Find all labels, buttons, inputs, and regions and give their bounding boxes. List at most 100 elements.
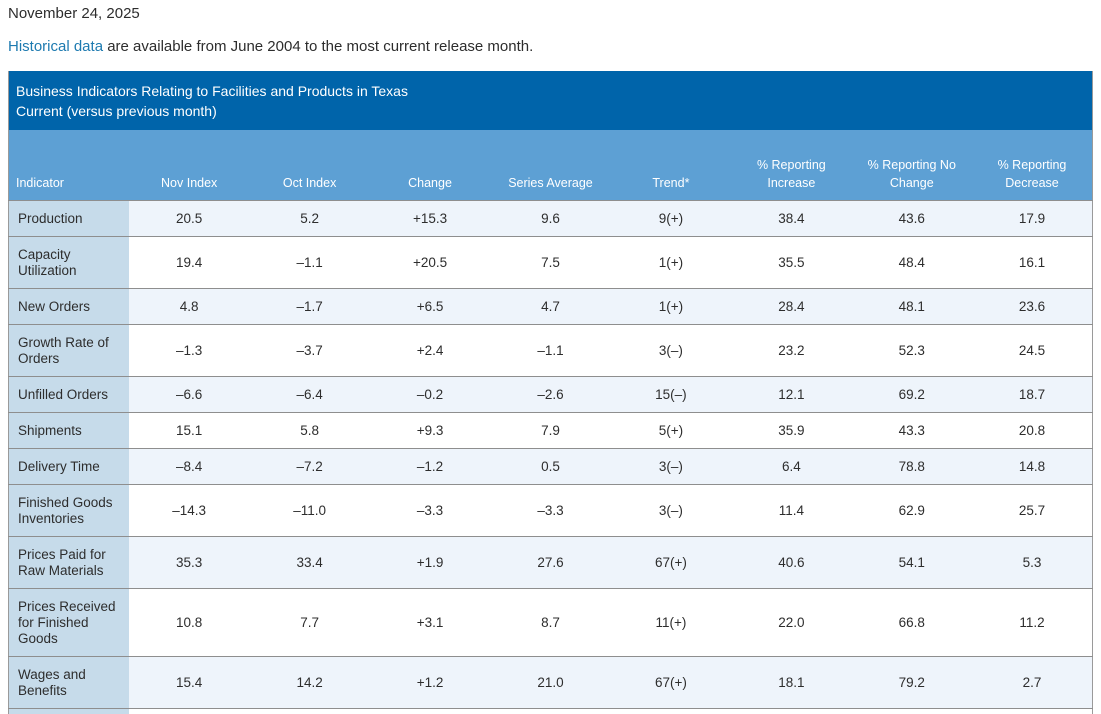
column-header-oct-index: Oct Index [249, 130, 370, 200]
value-cell: 21.0 [490, 655, 611, 708]
column-header-change: Change [369, 130, 491, 200]
column-header-nov-index: Nov Index [128, 130, 250, 200]
table-head: Business Indicators Relating to Faciliti… [8, 71, 1093, 200]
value-cell: 5.3 [972, 535, 1093, 588]
table-row: Prices Received for Finished Goods 10.8 7.… [8, 587, 1093, 656]
value-cell: 40.6 [731, 535, 852, 588]
indicator-cell: Delivery Time [8, 447, 129, 484]
value-cell: 2(+) [610, 707, 732, 714]
value-cell: –1.7 [249, 287, 370, 324]
table-title-cell: Business Indicators Relating to Faciliti… [8, 71, 1093, 130]
value-cell: 12.1 [731, 375, 852, 412]
value-cell: 15.4 [128, 655, 250, 708]
column-header-row: Indicator Nov Index Oct Index Change Series … [8, 130, 1093, 200]
value-cell: 35.5 [731, 235, 852, 288]
value-cell: 7.9 [490, 411, 611, 448]
table-row: Capacity Utilization 19.4 –1.1 +20.5 7.5 1(+)… [8, 235, 1093, 288]
table-row: Growth Rate of Orders –1.3 –3.7 +2.4 –1.1 3(–… [8, 323, 1093, 376]
table-row: Shipments 15.1 5.8 +9.3 7.9 5(+) 35.9 43.3 20.8 [8, 411, 1093, 448]
table-body: Production 20.5 5.2 +15.3 9.6 9(+) 38.4 43.6 17.… [8, 199, 1093, 714]
value-cell: 48.4 [851, 235, 972, 288]
value-cell: 27.6 [490, 535, 611, 588]
value-cell: 11(+) [610, 587, 732, 656]
table-row: Delivery Time –8.4 –7.2 –1.2 0.5 3(–) 6.4 78.8 1… [8, 447, 1093, 484]
value-cell: 4.8 [128, 287, 250, 324]
value-cell: –8.4 [128, 447, 250, 484]
column-header-reporting-increase: % Reporting Increase [731, 130, 852, 200]
value-cell: 18.7 [972, 375, 1093, 412]
value-cell: 3(–) [610, 323, 732, 376]
value-cell: 15(–) [610, 375, 732, 412]
value-cell: 17.9 [972, 199, 1093, 236]
value-cell: –3.7 [249, 323, 370, 376]
value-cell: –11.0 [249, 483, 370, 536]
value-cell: 79.2 [851, 655, 972, 708]
value-cell: 5.8 [249, 411, 370, 448]
indicator-cell: Prices Received for Finished Goods [8, 587, 129, 656]
release-date: November 24, 2025 [8, 5, 140, 22]
table-row: New Orders 4.8 –1.7 +6.5 4.7 1(+) 28.4 48.1 23.6 [8, 287, 1093, 324]
intro-rest: are available from June 2004 to the most… [103, 38, 534, 55]
value-cell: 3(–) [610, 483, 732, 536]
value-cell: 15.1 [128, 411, 250, 448]
indicator-cell: Prices Paid for Raw Materials [8, 535, 129, 588]
table-subtitle: Current (versus previous month) [16, 103, 217, 119]
value-cell: 69.2 [851, 375, 972, 412]
value-cell: +1.2 [369, 655, 491, 708]
value-cell: 7.7 [249, 587, 370, 656]
value-cell: –1.2 [369, 447, 491, 484]
column-header-reporting-decrease: % Reporting Decrease [972, 130, 1093, 200]
indicator-cell: Employment [8, 707, 129, 714]
table-row: Unfilled Orders –6.6 –6.4 –0.2 –2.6 15(–) 12.1… [8, 375, 1093, 412]
intro-text: Historical data are available from June … [8, 23, 1093, 56]
value-cell: +3.1 [369, 587, 491, 656]
indicator-cell: Growth Rate of Orders [8, 323, 129, 376]
indicator-cell: New Orders [8, 287, 129, 324]
table-row: Employment1.22.0–0.87.22(+)17.167.015.9 [8, 707, 1093, 714]
value-cell: 23.2 [731, 323, 852, 376]
value-cell: 7.2 [490, 707, 611, 714]
value-cell: +20.5 [369, 235, 491, 288]
value-cell: +9.3 [369, 411, 491, 448]
value-cell: –1.1 [249, 235, 370, 288]
value-cell: 9.6 [490, 199, 611, 236]
indicators-table: Business Indicators Relating to Faciliti… [8, 71, 1093, 714]
value-cell: 67(+) [610, 655, 732, 708]
table-row: Prices Paid for Raw Materials 35.3 33.4 +1.… [8, 535, 1093, 588]
value-cell: 43.6 [851, 199, 972, 236]
value-cell: 9(+) [610, 199, 732, 236]
value-cell: –1.1 [490, 323, 611, 376]
value-cell: 25.7 [972, 483, 1093, 536]
indicator-cell: Unfilled Orders [8, 375, 129, 412]
value-cell: –7.2 [249, 447, 370, 484]
value-cell: 78.8 [851, 447, 972, 484]
value-cell: –0.8 [369, 707, 491, 714]
value-cell: 18.1 [731, 655, 852, 708]
value-cell: 11.4 [731, 483, 852, 536]
value-cell: 1(+) [610, 287, 732, 324]
historical-data-link[interactable]: Historical data [8, 38, 104, 55]
value-cell: 3(–) [610, 447, 732, 484]
value-cell: +6.5 [369, 287, 491, 324]
value-cell: 15.9 [972, 707, 1093, 714]
value-cell: 4.7 [490, 287, 611, 324]
indicator-cell: Production [8, 199, 129, 236]
value-cell: 20.8 [972, 411, 1093, 448]
value-cell: 7.5 [490, 235, 611, 288]
value-cell: 22.0 [731, 587, 852, 656]
value-cell: 2.0 [249, 707, 370, 714]
table-title: Business Indicators Relating to Faciliti… [16, 83, 408, 99]
indicator-cell: Shipments [8, 411, 129, 448]
value-cell: 48.1 [851, 287, 972, 324]
value-cell: 38.4 [731, 199, 852, 236]
value-cell: –1.3 [128, 323, 250, 376]
table-title-row: Business Indicators Relating to Faciliti… [8, 71, 1093, 130]
value-cell: 1.2 [128, 707, 250, 714]
value-cell: 28.4 [731, 287, 852, 324]
value-cell: –0.2 [369, 375, 491, 412]
value-cell: 66.8 [851, 587, 972, 656]
value-cell: –14.3 [128, 483, 250, 536]
value-cell: 35.9 [731, 411, 852, 448]
value-cell: 0.5 [490, 447, 611, 484]
